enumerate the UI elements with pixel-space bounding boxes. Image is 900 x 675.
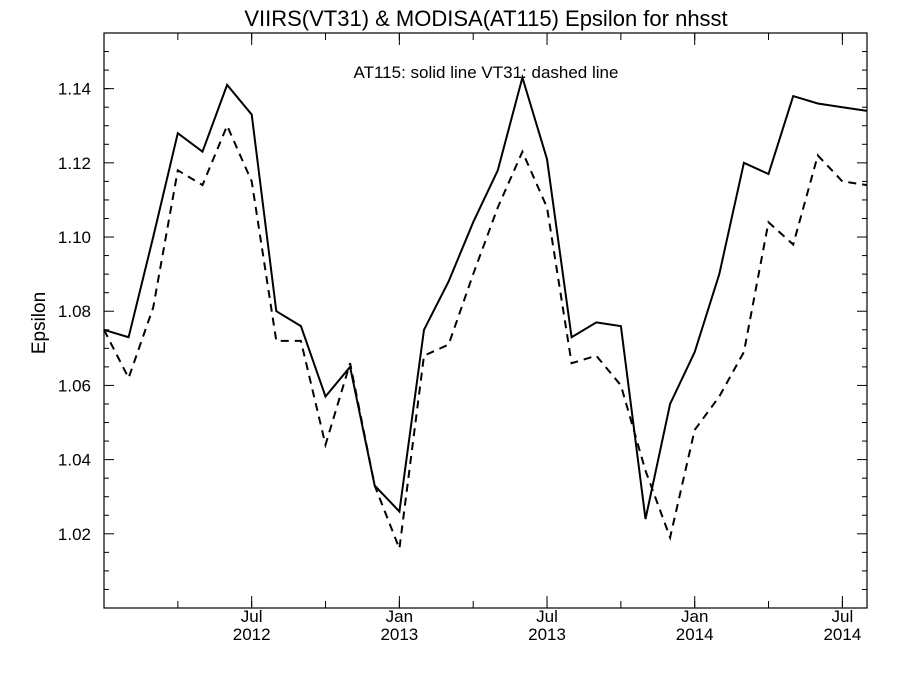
- y-tick-label: 1.12: [58, 154, 91, 173]
- y-tick-label: 1.14: [58, 80, 91, 99]
- line-style-annotation: AT115: solid line VT31: dashed line: [354, 63, 619, 82]
- x-tick-month-label: Jul: [832, 607, 854, 626]
- series-line-dashed: [103, 123, 868, 549]
- x-tick-year-label: 2013: [380, 625, 418, 644]
- y-tick-label: 1.08: [58, 302, 91, 321]
- y-tick-label: 1.02: [58, 525, 91, 544]
- x-tick-year-label: 2014: [823, 625, 861, 644]
- x-tick-year-label: 2012: [233, 625, 271, 644]
- x-tick-month-label: Jan: [681, 607, 708, 626]
- x-tick-month-label: Jan: [386, 607, 413, 626]
- y-tick-label: 1.10: [58, 228, 91, 247]
- x-tick-year-label: 2013: [528, 625, 566, 644]
- y-tick-label: 1.04: [58, 451, 91, 470]
- plot-frame: [103, 32, 868, 609]
- y-axis-label: Epsilon: [29, 292, 50, 354]
- plot-area: 1.021.041.061.081.101.121.14 Jul2012Jan2…: [58, 32, 868, 644]
- x-tick-year-label: 2014: [676, 625, 714, 644]
- series-line-solid: [103, 73, 868, 520]
- x-tick-month-label: Jul: [536, 607, 558, 626]
- y-axis-ticks: 1.02 1.04 1.06 1.08 1.10 1.12 1.14: [58, 32, 867, 590]
- x-tick-month-label: Jul: [241, 607, 263, 626]
- chart-title: VIIRS(VT31) & MODISA(AT115) Epsilon for …: [244, 6, 727, 31]
- y-tick-label: 1.06: [58, 376, 91, 395]
- series-layer: [103, 73, 868, 549]
